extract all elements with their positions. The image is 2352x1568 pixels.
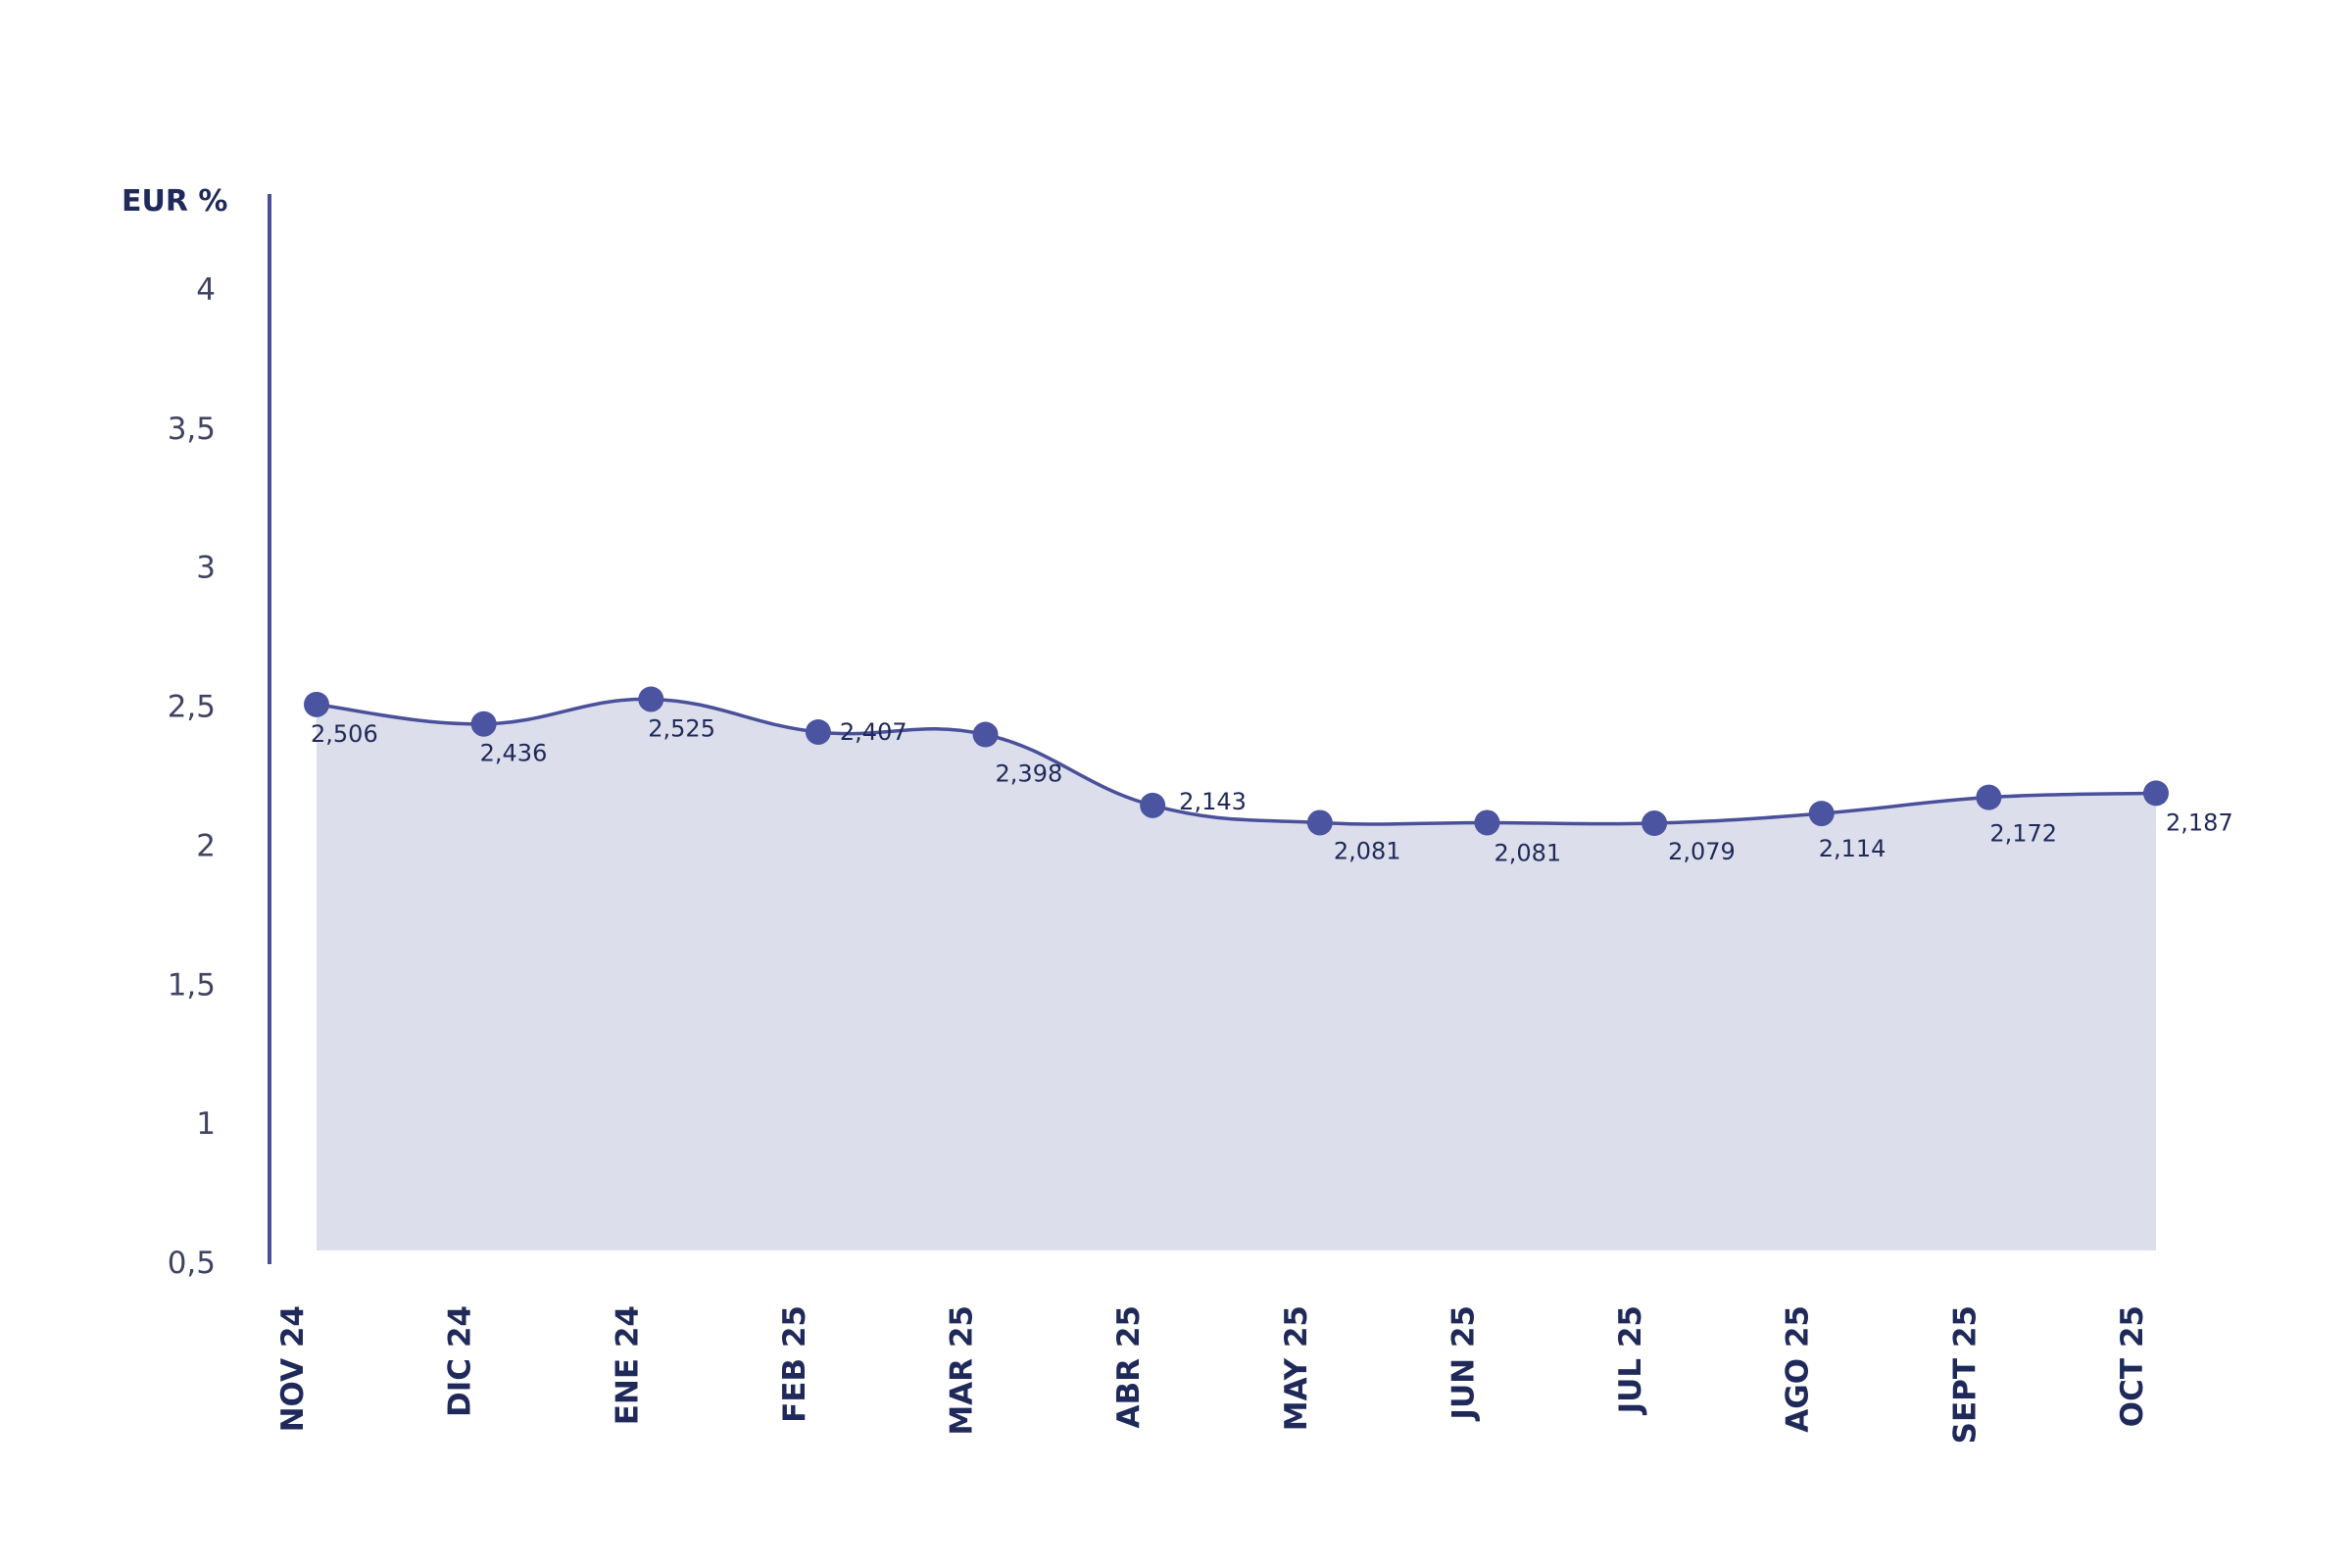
x-tick-label: NOV 24	[275, 1305, 311, 1432]
x-tick-label: JUN 25	[1446, 1305, 1481, 1422]
x-tick-labels: NOV 24 DIC 24 ENE 24 FEB 25 MAR 25 ABR 25 MAY …	[275, 1305, 2150, 1444]
data-label: 2,525	[648, 714, 715, 742]
data-label: 2,079	[1668, 838, 1736, 865]
data-point	[805, 718, 831, 745]
data-point	[1306, 809, 1333, 836]
y-tick-label: 2	[196, 828, 216, 863]
x-tick-label: OCT 25	[2115, 1305, 2150, 1427]
data-label: 2,187	[2166, 808, 2233, 836]
x-tick-label: ABR 25	[1111, 1305, 1147, 1428]
data-point	[1976, 784, 2002, 810]
data-point	[470, 710, 497, 737]
series-line	[316, 697, 2157, 826]
data-labels: 2,506 2,436 2,525 2,407 2,398 2,143 2,081 2,081…	[311, 714, 2233, 866]
data-point	[638, 686, 664, 712]
data-point	[1808, 801, 1835, 827]
y-tick-label: 1,5	[168, 967, 216, 1003]
x-tick-label: DIC 24	[443, 1305, 478, 1417]
x-tick-label: ENE 24	[610, 1305, 645, 1425]
x-tick-label: JUL 25	[1613, 1305, 1648, 1415]
data-point	[1642, 810, 1668, 837]
data-label: 2,143	[1179, 788, 1247, 815]
data-label: 2,506	[311, 720, 378, 748]
x-tick-label: AGO 25	[1781, 1305, 1816, 1433]
data-label: 2,398	[996, 760, 1063, 788]
y-tick-label: 0,5	[168, 1246, 216, 1281]
data-label: 2,081	[1334, 837, 1401, 864]
y-tick-label: 4	[196, 272, 216, 308]
data-point	[972, 721, 999, 748]
y-tick-label: 3	[196, 551, 216, 586]
x-tick-label: SEPT 25	[1947, 1305, 1983, 1444]
series-area-fill	[317, 699, 2156, 1250]
y-unit-label: EUR %	[122, 184, 227, 219]
data-label: 2,114	[1819, 835, 1886, 862]
data-point	[1474, 809, 1500, 836]
y-tick-label: 3,5	[168, 412, 216, 447]
data-label: 2,081	[1494, 839, 1561, 866]
series-line-layer	[316, 697, 2157, 826]
data-label: 2,436	[480, 740, 548, 767]
data-label: 2,407	[840, 718, 907, 746]
data-point	[2143, 780, 2169, 807]
y-tick-label: 2,5	[168, 690, 216, 725]
y-tick-labels: 4 3,5 3 2,5 2 1,5 1 0,5	[168, 272, 216, 1281]
x-tick-label: MAY 25	[1279, 1305, 1314, 1431]
area-fill-layer	[317, 699, 2156, 1250]
y-tick-label: 1	[196, 1106, 216, 1142]
x-tick-label: FEB 25	[777, 1305, 812, 1423]
data-point	[304, 691, 329, 717]
data-point	[1140, 792, 1166, 818]
data-label: 2,172	[1989, 820, 2057, 848]
data-points	[304, 686, 2169, 837]
x-tick-label: MAR 25	[945, 1305, 980, 1436]
